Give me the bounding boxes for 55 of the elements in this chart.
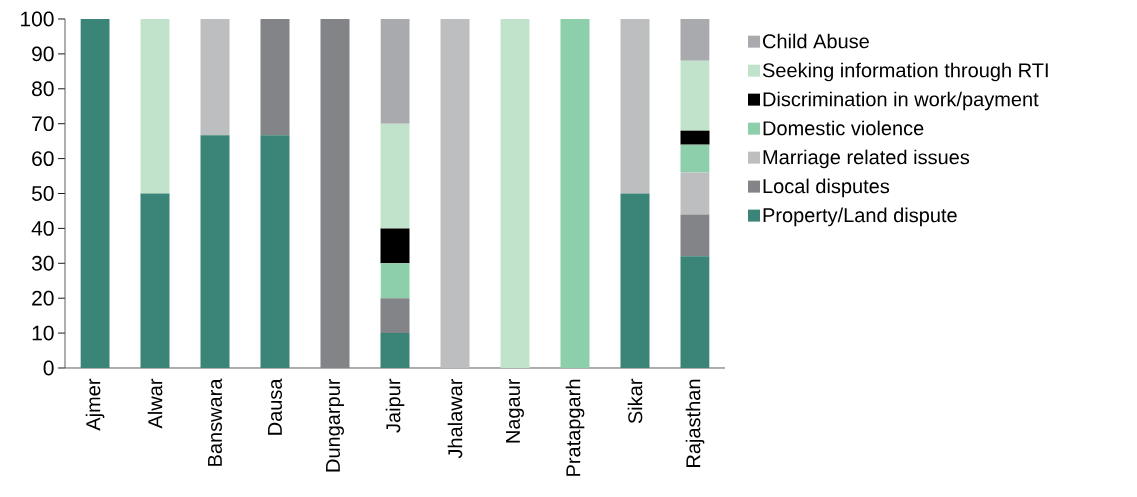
bar (680, 130, 710, 145)
x-tick-label: Banswara (208, 378, 222, 466)
y-tick-label: 70 (32, 116, 54, 132)
bar (380, 123, 410, 229)
y-tick-label: 10 (32, 325, 54, 341)
bar (440, 18, 470, 368)
bar (380, 18, 410, 124)
x-tick-label: Jhalawar (447, 378, 463, 459)
x-tick-label: Alwar (147, 378, 163, 429)
x-tick-label: Sikar (627, 378, 643, 424)
x-tick-label: Dausa (268, 378, 282, 435)
bar (380, 228, 410, 264)
x-tick-label: Jaipur (385, 378, 405, 433)
y-tick-label: 80 (32, 81, 54, 97)
bar (80, 18, 110, 368)
bar (140, 18, 170, 194)
legend-label: Property/Land dispute (763, 207, 957, 227)
x-tick-label: Pratapgarh (565, 379, 585, 476)
bar (320, 18, 350, 368)
legend-label: Discrimination in work/payment (763, 91, 1039, 111)
legend-label: Marriage related issues (763, 149, 970, 169)
bar (200, 18, 230, 136)
y-tick-label: 60 (32, 151, 54, 167)
y-tick-label: 20 (32, 290, 54, 306)
legend-label: Domestic violence (763, 120, 924, 136)
y-tick-label: 30 (31, 255, 54, 271)
bar (200, 135, 230, 368)
y-tick-label: 90 (32, 46, 54, 62)
x-tick-label: Rajasthan (685, 379, 705, 467)
bar (260, 18, 290, 136)
bar (620, 193, 650, 368)
bar (140, 193, 170, 368)
y-tick-label: 100 (21, 11, 54, 27)
legend-label: Seeking information through RTI (762, 62, 1048, 82)
y-tick-label: 50 (31, 186, 54, 201)
x-tick-label: Nagaur (506, 378, 524, 443)
y-tick-label: 0 (43, 360, 54, 376)
bar (680, 60, 710, 131)
bar (500, 18, 530, 368)
bar (680, 214, 710, 257)
legend-label: Local disputes (763, 178, 890, 198)
bar (680, 144, 710, 173)
bar (380, 333, 410, 368)
bar (380, 298, 410, 334)
y-tick-label: 40 (31, 220, 54, 236)
bar (620, 18, 650, 194)
bar (380, 263, 410, 299)
bar (680, 256, 710, 368)
x-tick-label: Dungarpur (326, 378, 344, 472)
bar (560, 18, 590, 368)
x-tick-label: Ajmer (85, 378, 105, 431)
bar (680, 172, 710, 215)
legend-label: Child Abuse (763, 33, 869, 49)
bar (260, 135, 290, 368)
bar (680, 18, 710, 61)
